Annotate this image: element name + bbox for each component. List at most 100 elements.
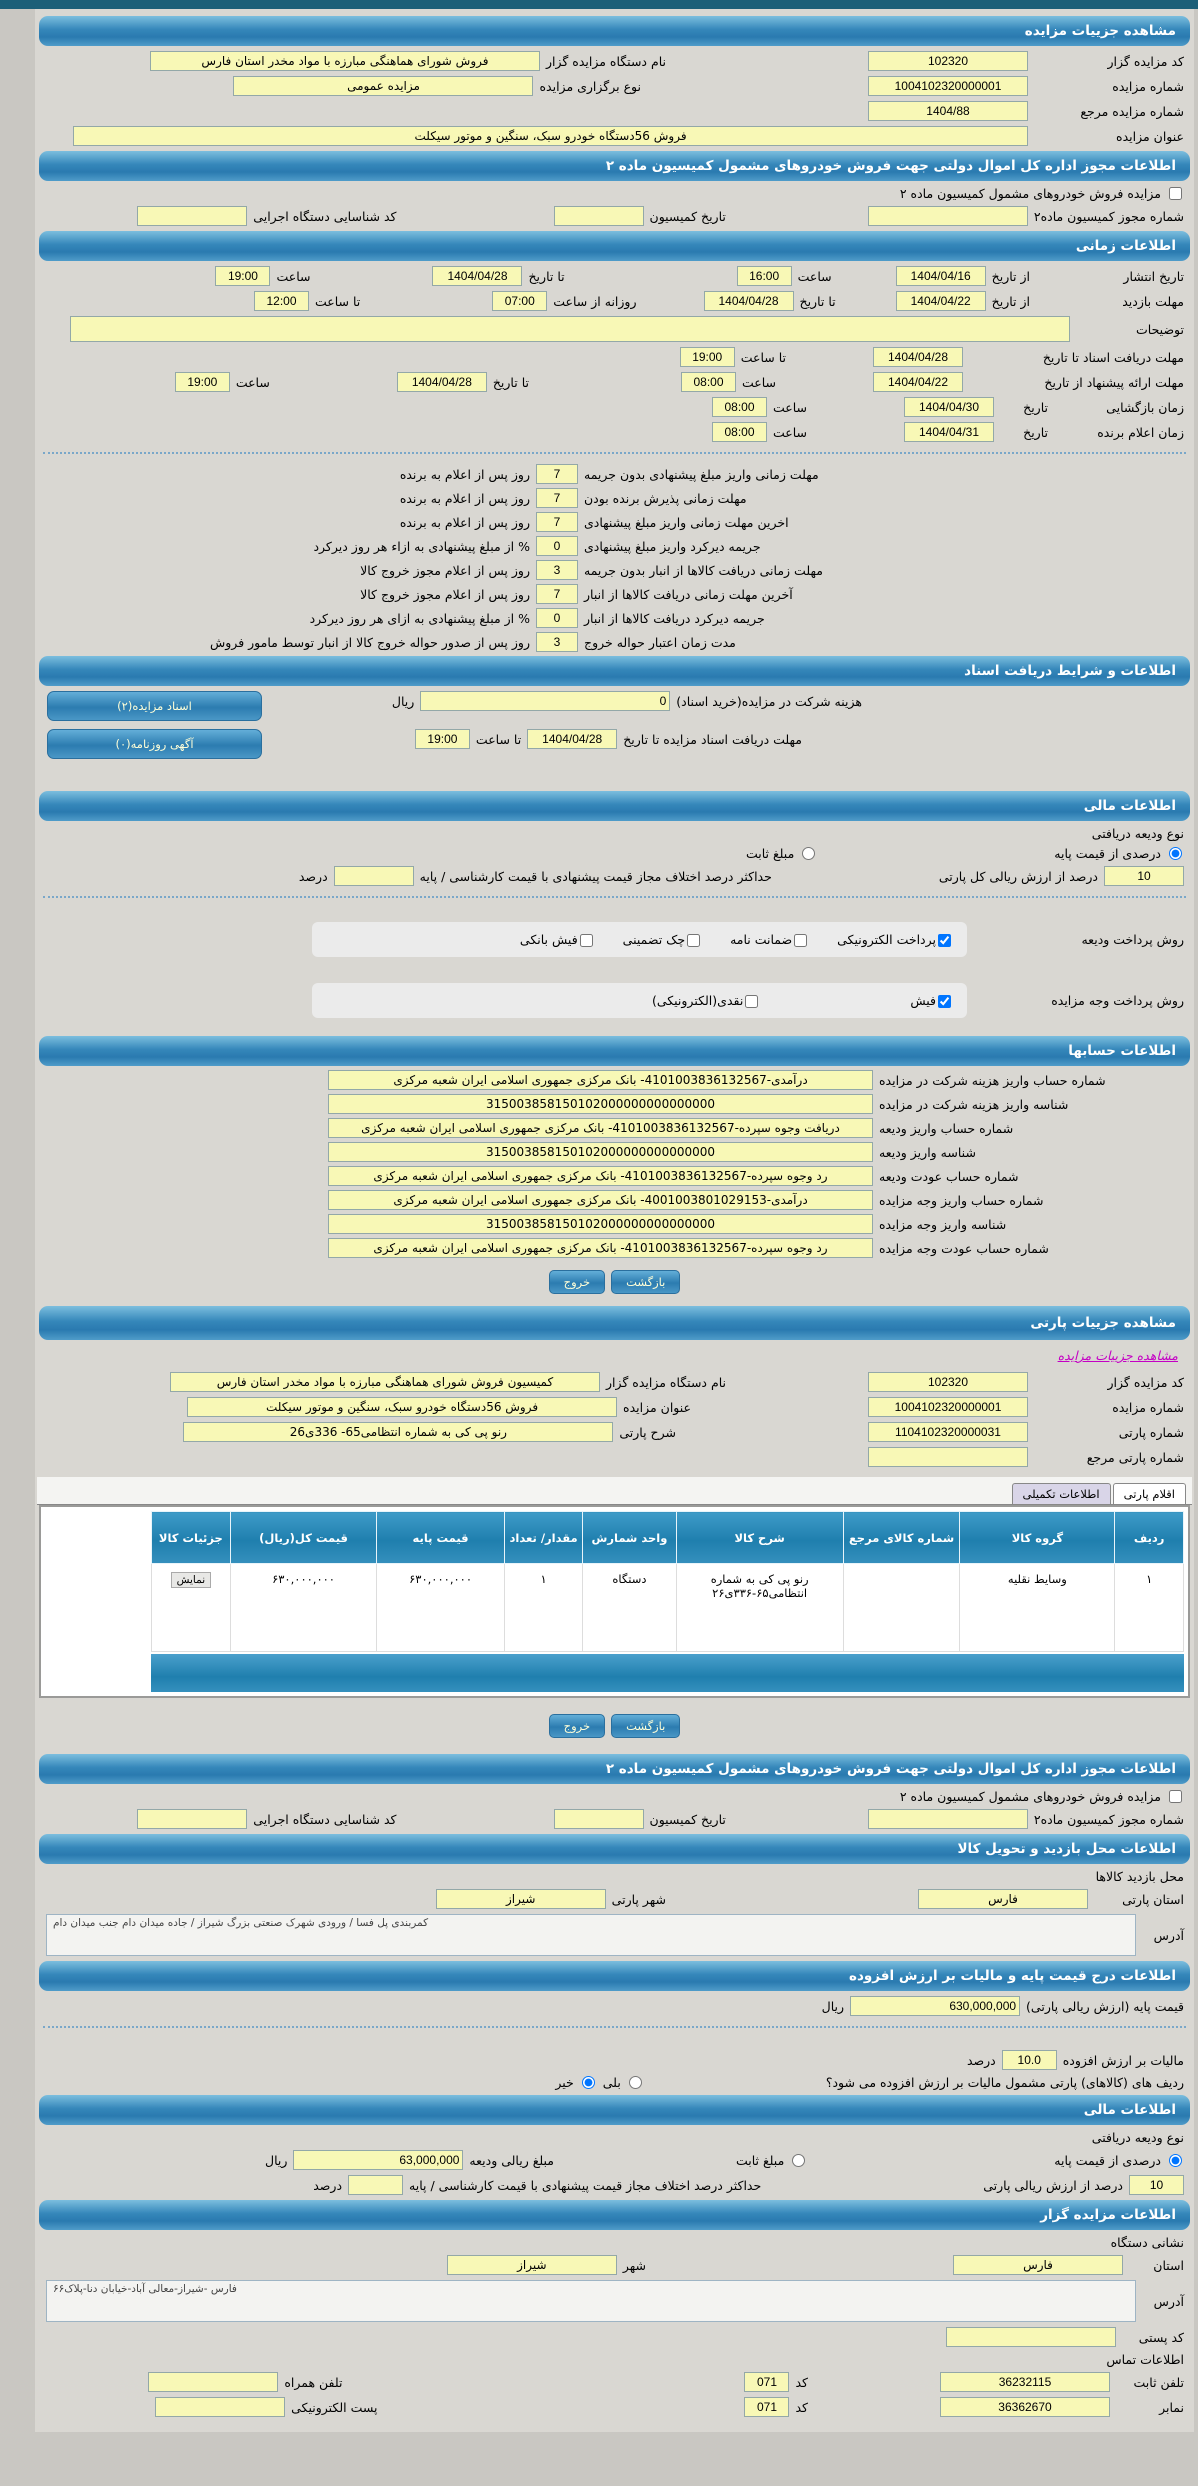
account-field[interactable]: دریافت وجوه سپرده-4101003836132567- بانک… bbox=[328, 1118, 873, 1138]
auction-org-field[interactable]: فروش شورای هماهنگی مبارزه با مواد مخدر ا… bbox=[149, 51, 540, 71]
deposit-method-option[interactable]: پرداخت الکترونیکی bbox=[837, 932, 953, 947]
party-ref-field[interactable] bbox=[868, 1447, 1028, 1467]
party-province-field[interactable]: فارس bbox=[918, 1889, 1088, 1909]
vat-field[interactable] bbox=[1001, 2050, 1057, 2070]
winner-date[interactable] bbox=[904, 422, 994, 442]
publish-to-time[interactable] bbox=[215, 266, 271, 286]
auction-code-field[interactable] bbox=[868, 51, 1028, 71]
account-field[interactable]: رد وجوه سپرده-4101003836132567- بانک مرک… bbox=[328, 1166, 873, 1186]
fixed-amount-radio[interactable] bbox=[802, 847, 816, 860]
deposit-method-option[interactable]: فیش بانکی bbox=[520, 932, 595, 947]
party-desc-field[interactable]: رنو پی کی به شماره انتظامی65- 336ی26 bbox=[183, 1422, 614, 1442]
auction-ref-field[interactable] bbox=[868, 101, 1028, 121]
auction-subject-field[interactable]: فروش 56دستگاه خودرو سبک، سنگین و موتور س… bbox=[73, 126, 1028, 146]
view-auction-details-link[interactable]: مشاهده جزییات مزایده bbox=[1057, 1348, 1178, 1363]
vat-no-radio[interactable] bbox=[581, 2076, 595, 2089]
permit1-date-field[interactable] bbox=[553, 206, 644, 226]
exit-button[interactable]: خروج bbox=[548, 1714, 606, 1738]
tab-party-items[interactable]: اقلام پارتی bbox=[1112, 1483, 1186, 1504]
fax-code-field[interactable] bbox=[744, 2397, 790, 2417]
payment-method-option[interactable]: فیش bbox=[910, 993, 953, 1008]
permit1-checkbox[interactable] bbox=[1169, 187, 1182, 200]
permit2-date-field[interactable] bbox=[553, 1809, 644, 1829]
deposit-method-option[interactable]: ضمانت نامه bbox=[730, 932, 809, 947]
fax-field[interactable] bbox=[940, 2397, 1110, 2417]
docs-deadline-date[interactable] bbox=[873, 347, 963, 367]
deadline-field[interactable] bbox=[536, 584, 578, 604]
permit2-no-field[interactable] bbox=[867, 1809, 1028, 1829]
permit1-execid-field[interactable] bbox=[137, 206, 248, 226]
exit-button[interactable]: خروج bbox=[548, 1270, 606, 1294]
winner-time[interactable] bbox=[711, 422, 767, 442]
deposit-amount-field[interactable] bbox=[293, 2150, 464, 2170]
offer-from-time[interactable] bbox=[680, 372, 736, 392]
phone-code-field[interactable] bbox=[744, 2372, 790, 2392]
back-button[interactable]: بازگشت bbox=[611, 1270, 681, 1294]
party-city-field[interactable]: شیراز bbox=[435, 1889, 606, 1909]
back-button[interactable]: بازگشت bbox=[611, 1714, 681, 1738]
mobile-field[interactable] bbox=[148, 2372, 279, 2392]
phone-field[interactable] bbox=[940, 2372, 1110, 2392]
electronic-payment-checkbox[interactable] bbox=[938, 934, 951, 947]
visit-daily-to-time[interactable] bbox=[253, 291, 309, 311]
auction-number-field[interactable] bbox=[868, 76, 1028, 96]
publish-from-time[interactable] bbox=[736, 266, 792, 286]
account-field[interactable]: 315003858150102000000000000000 bbox=[328, 1142, 873, 1162]
deposit-percent-field[interactable] bbox=[1104, 866, 1184, 886]
account-field[interactable]: درآمدی-4001003801029153- بانک مرکزی جمهو… bbox=[328, 1190, 873, 1210]
publish-from-date[interactable] bbox=[895, 266, 986, 286]
permit2-execid-field[interactable] bbox=[137, 1809, 248, 1829]
receipt-checkbox[interactable] bbox=[938, 995, 951, 1008]
party-subject-field[interactable]: فروش 56دستگاه خودرو سبک، سنگین و موتور س… bbox=[187, 1397, 618, 1417]
show-item-details-button[interactable]: نمایش bbox=[170, 1572, 212, 1588]
offer-from-date[interactable] bbox=[873, 372, 963, 392]
deadline-field[interactable] bbox=[536, 488, 578, 508]
deadline-field[interactable] bbox=[536, 464, 578, 484]
cash-electronic-checkbox[interactable] bbox=[745, 995, 759, 1008]
email-field[interactable] bbox=[155, 2397, 286, 2417]
deadline-field[interactable] bbox=[536, 608, 578, 628]
notes-field[interactable] bbox=[70, 316, 1070, 342]
max-diff-field[interactable] bbox=[348, 2175, 404, 2195]
party-code-field[interactable] bbox=[868, 1372, 1028, 1392]
max-diff-field[interactable] bbox=[333, 866, 414, 886]
visit-address-field[interactable]: کمربندی پل فسا / ورودی شهرک صنعتی بزرگ ش… bbox=[46, 1914, 1136, 1956]
tab-additional-info[interactable]: اطلاعات تکمیلی bbox=[1011, 1483, 1111, 1504]
bank-receipt-checkbox[interactable] bbox=[579, 934, 593, 947]
seller-city-field[interactable]: شیراز bbox=[446, 2255, 617, 2275]
offer-to-time[interactable] bbox=[174, 372, 230, 392]
guarantee-checkbox[interactable] bbox=[794, 934, 808, 947]
permit1-no-field[interactable] bbox=[867, 206, 1028, 226]
deposit-percent-field[interactable] bbox=[1129, 2175, 1184, 2195]
party-org-field[interactable]: کمیسیون فروش شورای هماهنگی مبارزه با موا… bbox=[169, 1372, 600, 1392]
postal-code-field[interactable] bbox=[946, 2327, 1116, 2347]
base-price-field[interactable] bbox=[850, 1996, 1021, 2016]
deposit-method-option[interactable]: چک تضمینی bbox=[623, 932, 702, 947]
visit-to-date[interactable] bbox=[703, 291, 794, 311]
visit-from-date[interactable] bbox=[895, 291, 986, 311]
deadline-field[interactable] bbox=[536, 536, 578, 556]
party-number-field[interactable] bbox=[868, 1397, 1028, 1417]
account-field[interactable]: 315003858150102000000000000000 bbox=[328, 1094, 873, 1114]
account-field[interactable]: 315003858150102000000000000000 bbox=[328, 1214, 873, 1234]
auction-type-field[interactable]: مزایده عمومی bbox=[233, 76, 534, 96]
visit-daily-from-time[interactable] bbox=[492, 291, 548, 311]
deadline-field[interactable] bbox=[536, 560, 578, 580]
party-no-field[interactable] bbox=[868, 1422, 1028, 1442]
opening-date[interactable] bbox=[904, 397, 994, 417]
auction-documents-button[interactable]: اسناد مزایده(۲) bbox=[47, 691, 262, 721]
docs-deadline2-time[interactable] bbox=[414, 729, 470, 749]
account-field[interactable]: درآمدی-4101003836132567- بانک مرکزی جمهو… bbox=[328, 1070, 873, 1090]
deadline-field[interactable] bbox=[536, 512, 578, 532]
publish-to-date[interactable] bbox=[432, 266, 523, 286]
docs-fee-field[interactable] bbox=[420, 691, 671, 711]
percent-of-base-radio[interactable] bbox=[1169, 847, 1182, 860]
permit2-checkbox[interactable] bbox=[1169, 1790, 1182, 1803]
vat-yes-radio[interactable] bbox=[628, 2076, 642, 2089]
payment-method-option[interactable]: نقدی(الکترونیکی) bbox=[652, 993, 760, 1008]
opening-time[interactable] bbox=[711, 397, 767, 417]
fixed-amount-radio[interactable] bbox=[792, 2153, 806, 2167]
account-field[interactable]: رد وجوه سپرده-4101003836132567- بانک مرک… bbox=[328, 1238, 873, 1258]
seller-province-field[interactable]: فارس bbox=[953, 2255, 1123, 2275]
percent-of-base-radio[interactable] bbox=[1169, 2153, 1182, 2167]
